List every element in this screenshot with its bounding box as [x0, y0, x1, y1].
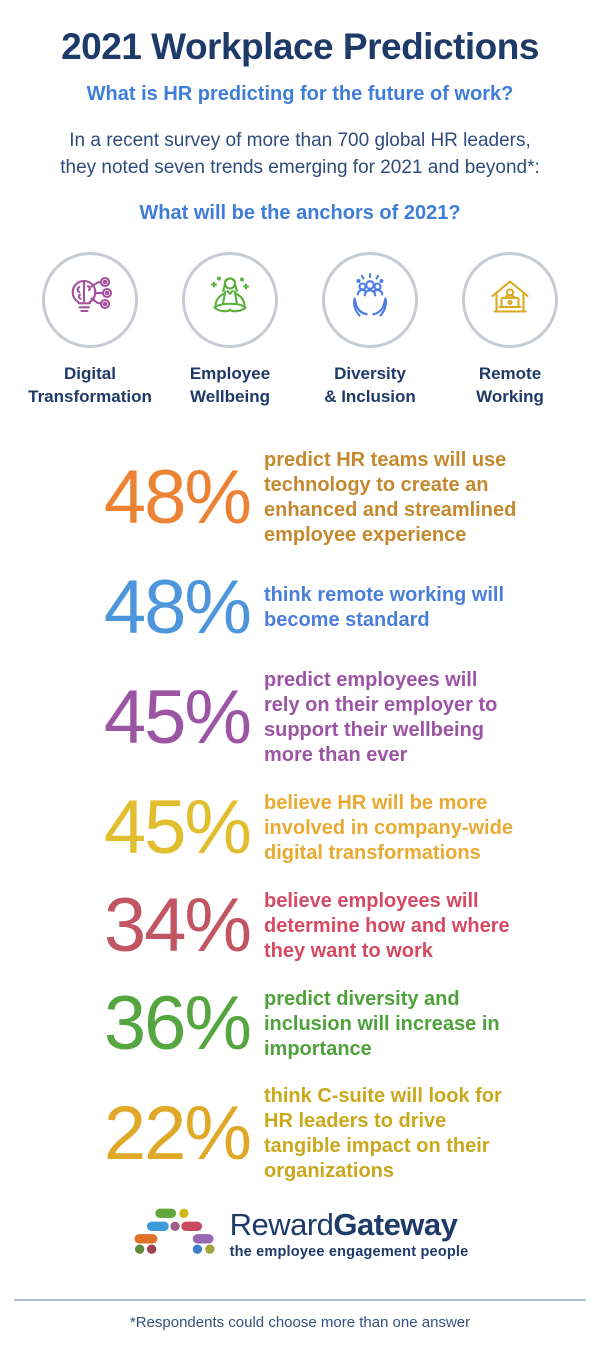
stat-row-c-suite: 22% think C-suite will look for HR leade… — [56, 1084, 600, 1184]
stat-value: 34% — [103, 883, 252, 968]
stat-value: 22% — [103, 1091, 252, 1176]
stat-row-employee-choice: 34% believe employees will determine how… — [56, 888, 600, 964]
page-title: 2021 Workplace Predictions — [61, 26, 539, 67]
anchor-employee-wellbeing: Employee Wellbeing — [160, 252, 300, 408]
anchor-label: Digital Transformation — [28, 364, 152, 406]
meditation-icon — [202, 270, 258, 331]
anchor-digital-transformation: Digital Transformation — [20, 252, 160, 408]
stat-description: believe employees will determine how and… — [264, 889, 510, 962]
brain-circuit-icon — [62, 270, 118, 331]
stat-value: 48% — [103, 565, 252, 650]
stat-description: think C-suite will look for HR leaders t… — [264, 1085, 502, 1182]
stat-row-remote-working: 48% think remote working will become sta… — [56, 570, 600, 646]
anchor-remote-working: Remote Working — [440, 252, 580, 408]
brand-gateway: Gateway — [333, 1207, 458, 1242]
brand-reward: Reward — [229, 1207, 334, 1242]
stat-description: predict HR teams will use technology to … — [264, 449, 517, 546]
stat-row-diversity: 36% predict diversity and inclusion will… — [56, 986, 600, 1062]
page-subtitle: What is HR predicting for the future of … — [86, 83, 514, 105]
logo-arch-mark-icon — [132, 1206, 216, 1263]
stat-description: predict diversity and inclusion will inc… — [264, 987, 500, 1060]
footnote: *Respondents could choose more than one … — [129, 1314, 471, 1331]
icon-circle — [42, 252, 138, 348]
hands-people-icon — [342, 270, 398, 331]
stat-row-technology: 48% predict HR teams will use technology… — [56, 448, 600, 548]
anchor-label: Diversity & Inclusion — [324, 364, 416, 406]
intro-text: In a recent survey of more than 700 glob… — [60, 130, 540, 178]
anchor-label: Remote Working — [476, 364, 544, 406]
icon-circle — [182, 252, 278, 348]
footer-divider — [14, 1299, 586, 1301]
anchor-icons-row: Digital Transformation — [0, 252, 600, 408]
stat-row-digital-transformation: 45% believe HR will be more involved in … — [56, 790, 600, 866]
home-office-icon — [482, 270, 538, 331]
stat-description: predict employees will rely on their emp… — [264, 669, 498, 766]
logo-text: RewardGateway the employee engagement pe… — [229, 1209, 469, 1261]
icon-circle — [322, 252, 418, 348]
stat-row-wellbeing: 45% predict employees will rely on their… — [56, 668, 600, 768]
brand-tagline: the employee engagement people — [229, 1244, 469, 1260]
stat-value: 45% — [103, 785, 252, 870]
reward-gateway-logo: RewardGateway the employee engagement pe… — [0, 1206, 600, 1263]
stat-value: 48% — [103, 455, 252, 540]
brand-name: RewardGateway — [230, 1209, 469, 1241]
stat-value: 36% — [103, 981, 252, 1066]
anchors-heading: What will be the anchors of 2021? — [139, 202, 461, 224]
icon-circle — [462, 252, 558, 348]
stat-description: believe HR will be more involved in comp… — [264, 791, 513, 864]
stat-description: think remote working will become standar… — [264, 584, 505, 631]
stat-value: 45% — [103, 675, 252, 760]
anchor-diversity-inclusion: Diversity & Inclusion — [300, 252, 440, 408]
header: 2021 Workplace Predictions What is HR pr… — [0, 0, 600, 225]
anchor-label: Employee Wellbeing — [189, 364, 271, 406]
stats-list: 48% predict HR teams will use technology… — [0, 448, 600, 1184]
